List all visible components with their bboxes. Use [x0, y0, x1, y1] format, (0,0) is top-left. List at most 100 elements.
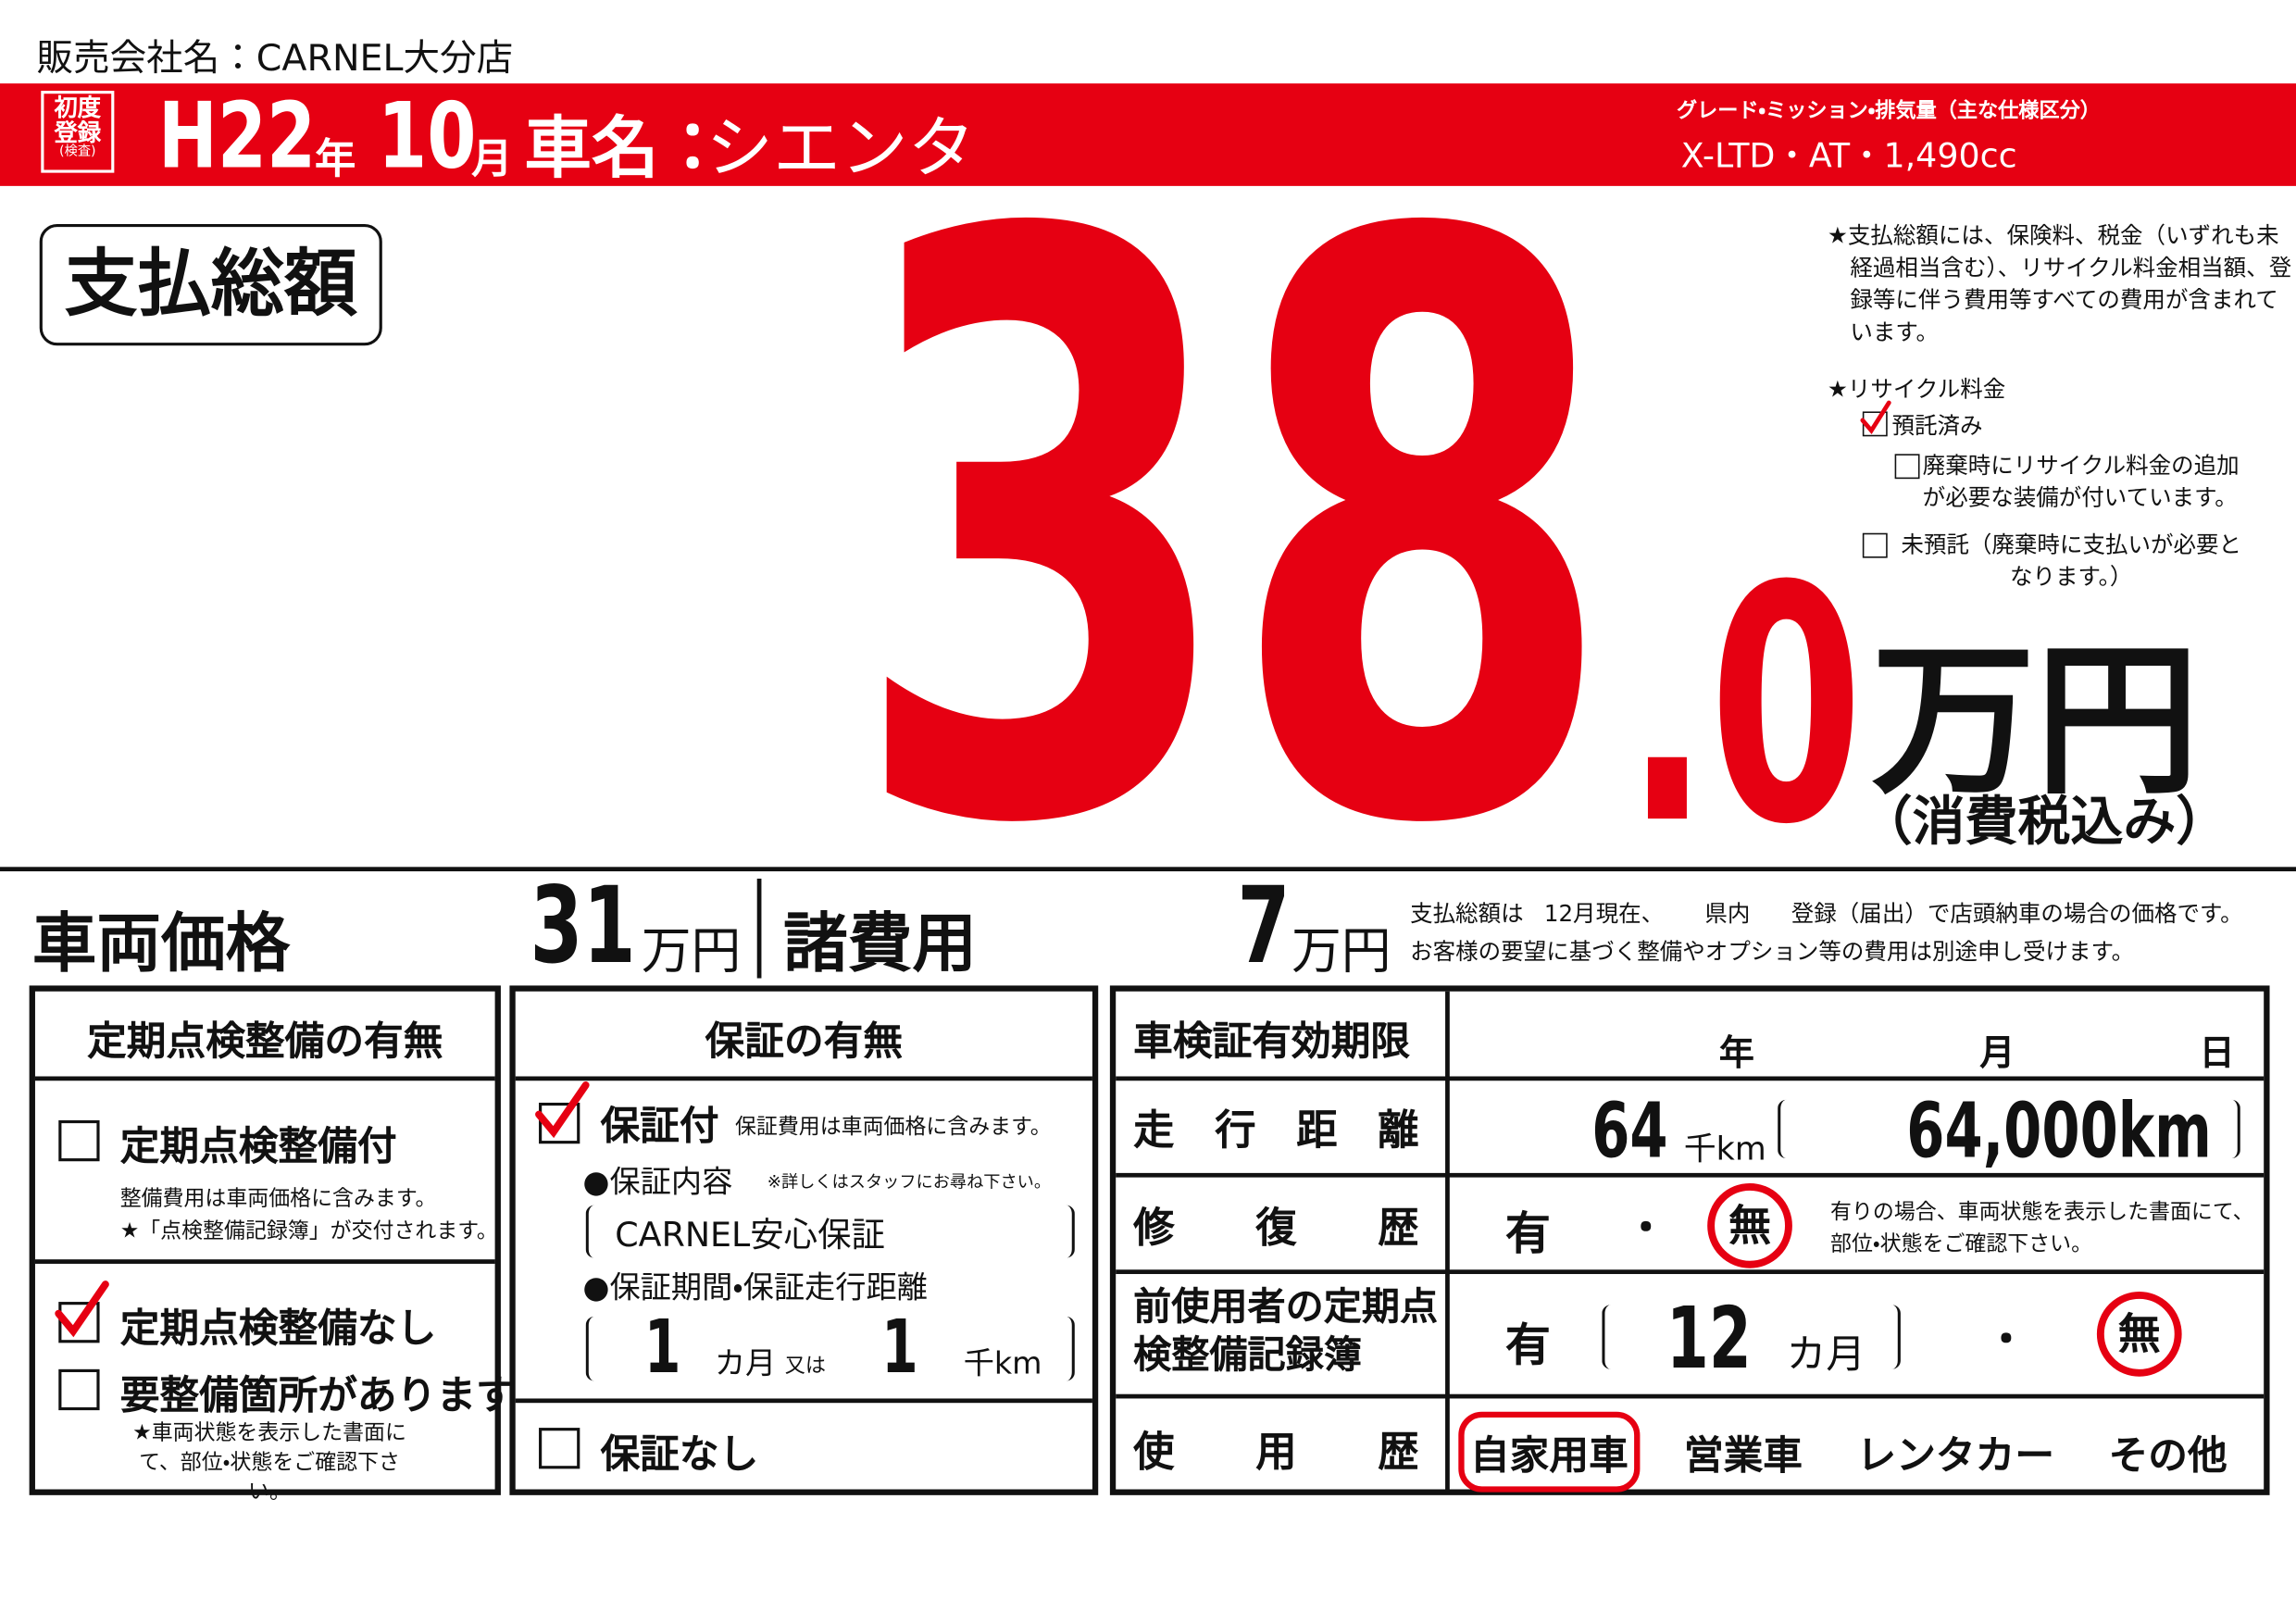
separator: ・: [1625, 1204, 1666, 1253]
checkbox: [58, 1119, 100, 1162]
option: 保証なし: [600, 1431, 759, 1478]
rule: [515, 1076, 1092, 1081]
records-unit: カ月: [1786, 1332, 1866, 1379]
check-mark: [55, 1280, 109, 1338]
usage-option: 営業車: [1683, 1433, 1803, 1480]
checkbox: [1862, 532, 1888, 558]
price-note: 支払総額は 12月現在、 県内 登録（届出）で店頭納車の場合の価格です。: [1410, 896, 2243, 929]
option: 保証付: [600, 1104, 719, 1150]
dealer: CARNEL大分店: [256, 36, 514, 80]
rule: [535, 1081, 590, 1139]
vehicle-price: 31: [530, 864, 636, 988]
year-unit: 年: [315, 134, 356, 183]
rule: [1116, 1076, 2265, 1081]
rule: [515, 1398, 1092, 1404]
warranty-box: 保証の有無 保証付 保証費用は車両価格に含みます。 ●保証内容 ※詳しくはスタッ…: [509, 985, 1099, 1495]
spec: X-LTD・AT・1,490cc: [1680, 137, 2017, 176]
note-suffix: 登録（届出）で店頭納車の場合の価格です。: [1791, 900, 2243, 928]
or: 又は: [784, 1355, 827, 1379]
period-label: ●保証期間・保証走行距離: [582, 1269, 928, 1305]
note-pref: 県内: [1704, 900, 1751, 928]
usage-option: レンタカー: [1856, 1433, 2055, 1480]
divider: [0, 867, 2296, 872]
recycle-option: 廃棄時にリサイクル料金の追加が必要な装備が付いています。: [1922, 452, 2240, 511]
recycle-option: 未預託（廃棄時に支払いが必要となります。）: [1901, 531, 2242, 591]
option: 定期点検整備付: [119, 1124, 397, 1170]
separator: [756, 878, 762, 979]
distance-unit: 千km: [963, 1345, 1042, 1381]
total-integer: 38: [849, 69, 1616, 999]
rule: [34, 1076, 495, 1081]
box-title: 定期点検整備の有無: [87, 1018, 443, 1065]
repair-option: 無: [1707, 1182, 1792, 1268]
rule: [34, 1259, 495, 1264]
total-unit: 万円: [1871, 626, 2200, 818]
bracket: [1778, 1099, 2240, 1159]
checkbox: [535, 1081, 590, 1144]
box-title: 保証の有無: [705, 1018, 904, 1065]
date-unit: 日: [2199, 1032, 2235, 1074]
month: 10: [378, 81, 477, 190]
note: ★車両状態を表示した書面にて、部位・状態をご確認下さい。: [132, 1421, 406, 1505]
bracket: [585, 1205, 1075, 1258]
dealer-label: 販売会社名：: [36, 36, 256, 80]
mileage: 64: [1591, 1088, 1668, 1177]
car-name-label: 車名：: [524, 108, 727, 188]
note: 保証費用は車両価格に含みます。: [734, 1116, 1052, 1140]
vehicle-unit: 万円: [641, 922, 742, 981]
checkbox: [539, 1428, 580, 1469]
repair-note: 有りの場合、車両状態を表示した書面にて、部位・状態をご確認下さい。: [1830, 1200, 2254, 1257]
usage-option: 自家用車: [1458, 1411, 1641, 1493]
check-mark: [1860, 400, 1891, 434]
dealer-line: 販売会社名：CARNEL大分店: [37, 30, 514, 82]
bracket: [585, 1316, 1075, 1381]
rule: [1445, 991, 1450, 1490]
repair-option: 有: [1504, 1207, 1551, 1261]
row-label: 車検証有効期限: [1133, 1018, 1411, 1065]
fees: 7: [1237, 864, 1291, 988]
date-unit: 月: [1979, 1032, 2015, 1074]
era-year: H22: [157, 81, 317, 190]
rule: [1116, 1393, 2265, 1399]
records-no: 無: [2096, 1291, 2182, 1377]
first-reg-box: 初度登録 (検査): [41, 91, 115, 173]
note: ※詳しくはスタッフにお尋ね下さい。: [767, 1171, 1052, 1193]
option: 要整備箇所があります: [119, 1373, 516, 1419]
records-months: 12: [1666, 1288, 1752, 1389]
rule: [1860, 400, 1891, 434]
car-name: シエンタ: [705, 108, 976, 188]
date-unit: 年: [1718, 1032, 1754, 1074]
tax-note: （消費税込み）: [1859, 792, 2229, 853]
inspection-box: 定期点検整備の有無 定期点検整備付 整備費用は車両価格に含みます。 ★「点検整備…: [29, 985, 516, 1504]
included-note: ★支払総額には、保険料、税金（いずれも未経過相当含む）、リサイクル料金相当額、登…: [1827, 222, 2292, 346]
checkbox: [55, 1280, 109, 1343]
content: CARNEL安心保証: [615, 1217, 885, 1255]
check-mark: [535, 1081, 590, 1139]
vehicle-label: 車両価格: [31, 906, 291, 981]
checkbox: [1860, 400, 1891, 437]
month-unit: 月: [471, 134, 513, 183]
note: 整備費用は車両価格に含みます。: [119, 1187, 437, 1212]
rule: [1116, 1172, 2265, 1178]
row-label: 修復歴: [1133, 1204, 1419, 1253]
banner: 初度登録 (検査) H22 年 10 月 車名： シエンタ グレード・ミッション…: [0, 81, 2296, 190]
mileage-unit: 千km: [1683, 1131, 1766, 1169]
first-reg-label: 初度登録: [54, 94, 102, 147]
note: ★「点検整備記録簿」が交付されます。: [119, 1219, 498, 1243]
recycle-title: ★リサイクル料金: [1827, 376, 2006, 403]
note-prefix: 支払総額は: [1410, 900, 1524, 928]
bracket: [1602, 1305, 1901, 1369]
mileage-full: 64,000km: [1906, 1088, 2212, 1177]
checkbox: [58, 1368, 100, 1411]
recycle-option: 預託済み: [1891, 413, 1983, 440]
spec-label: グレード・ミッション・排気量（主な仕様区分）: [1676, 99, 2101, 123]
row-label: 前使用者の定期点検整備記録簿: [1133, 1285, 1439, 1379]
content-label: ●保証内容: [582, 1164, 733, 1200]
fees-label: 諸費用: [783, 906, 977, 981]
separator: ・: [1985, 1315, 2028, 1364]
months: 1: [643, 1305, 681, 1390]
checkbox: [1894, 454, 1920, 480]
rule: [1116, 1269, 2265, 1275]
total-fraction: .0: [1625, 518, 1864, 896]
